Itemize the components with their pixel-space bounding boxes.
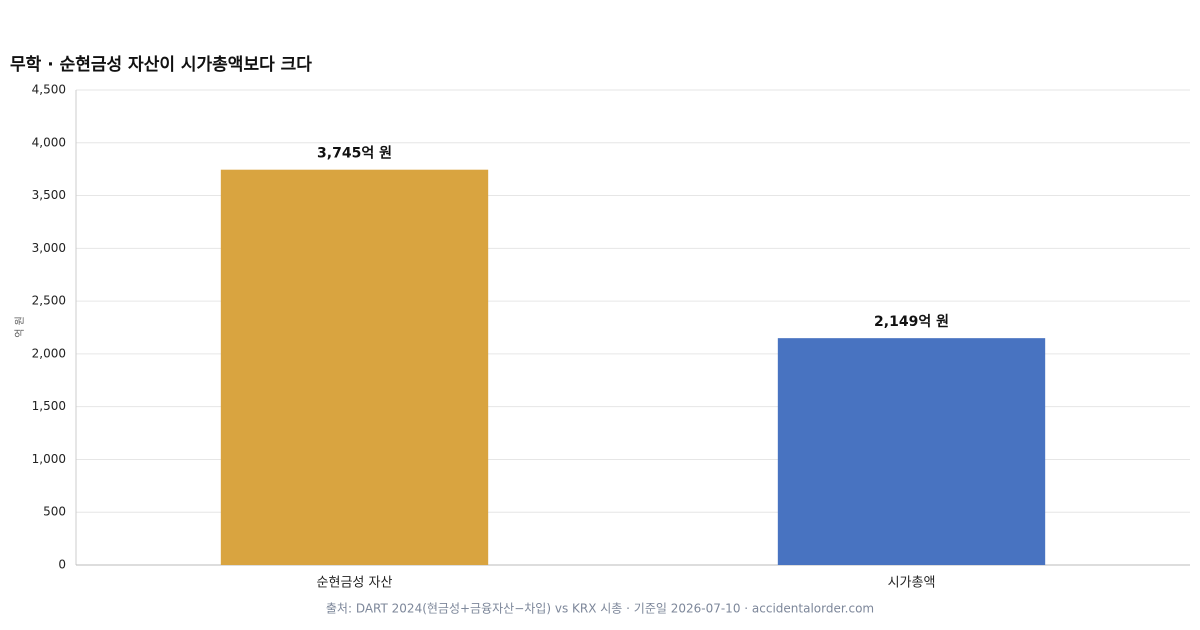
x-tick-label: 순현금성 자산: [317, 576, 393, 591]
value-label: 3,745억 원: [317, 146, 392, 162]
y-tick-label: 4,500: [32, 83, 66, 97]
y-tick-label: 500: [43, 505, 66, 519]
source-note: 출처: DART 2024(현금성+금융자산−차입) vs KRX 시총 · 기…: [326, 602, 874, 616]
y-tick-label: 1,000: [32, 452, 66, 466]
y-tick-label: 1,500: [32, 399, 66, 413]
bar: [777, 338, 1046, 565]
y-axis-label: 억 원: [14, 316, 26, 338]
y-tick-label: 3,000: [32, 241, 66, 255]
y-tick-label: 4,000: [32, 135, 66, 149]
bar: [220, 169, 489, 565]
y-tick-label: 3,500: [32, 188, 66, 202]
value-label: 2,149억 원: [874, 314, 949, 330]
y-tick-label: 2,000: [32, 346, 66, 360]
y-tick-label: 2,500: [32, 294, 66, 308]
y-tick-label: 0: [58, 558, 66, 572]
chart-title: 무학 · 순현금성 자산이 시가총액보다 크다: [10, 55, 312, 75]
x-tick-label: 시가총액: [888, 576, 936, 591]
